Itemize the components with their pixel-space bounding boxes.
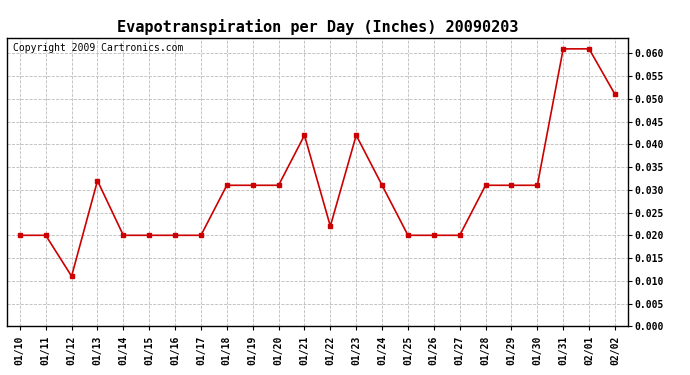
Title: Evapotranspiration per Day (Inches) 20090203: Evapotranspiration per Day (Inches) 2009… xyxy=(117,19,518,35)
Text: Copyright 2009 Cartronics.com: Copyright 2009 Cartronics.com xyxy=(13,43,184,53)
